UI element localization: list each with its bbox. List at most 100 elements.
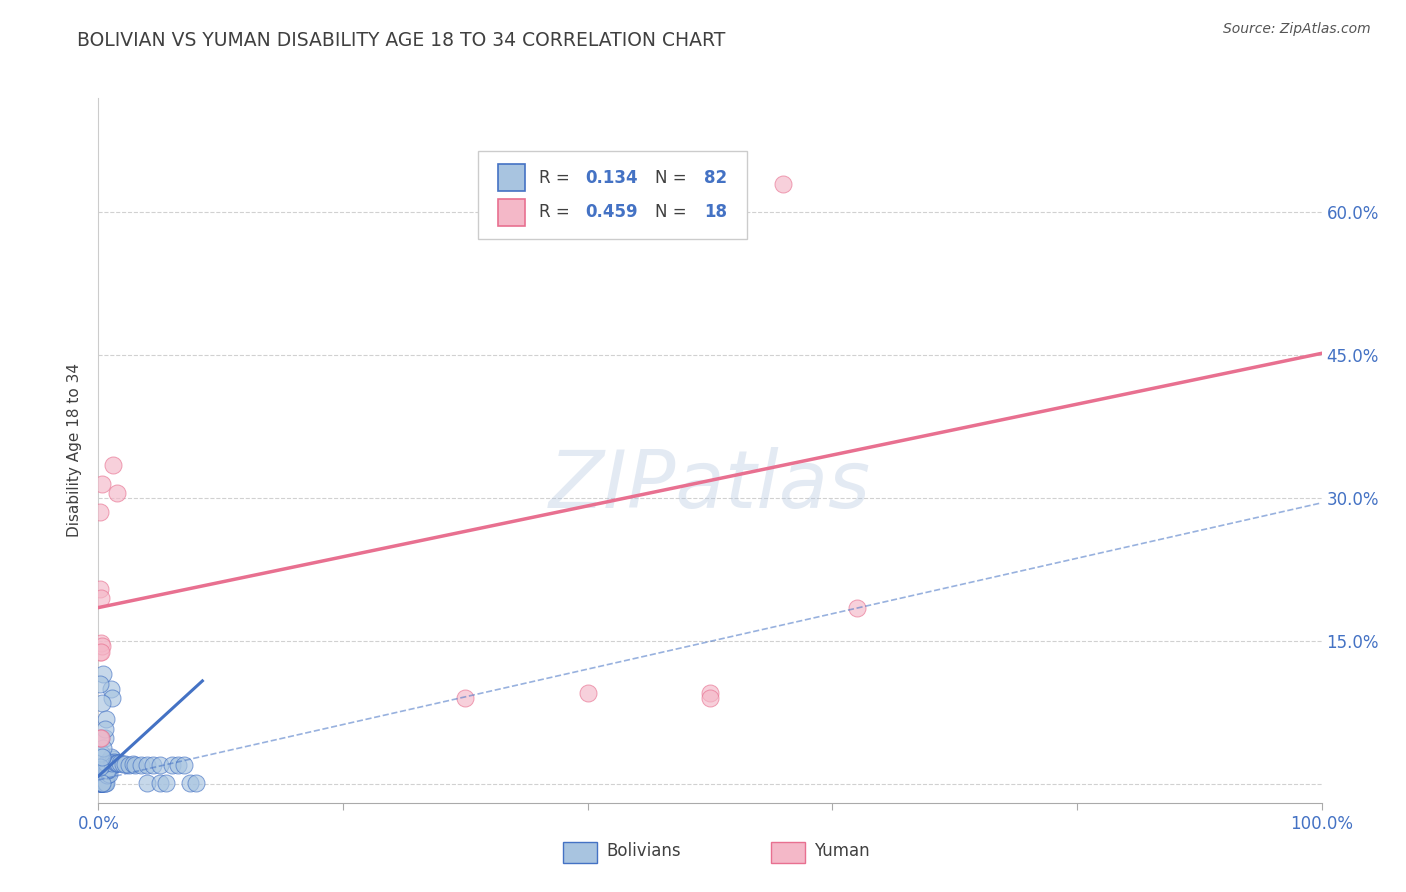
Point	[91, 776, 114, 790]
Point	[89, 776, 111, 790]
Point	[89, 731, 111, 745]
Point	[90, 776, 112, 790]
Point	[93, 731, 115, 745]
Point	[101, 757, 124, 772]
FancyBboxPatch shape	[498, 164, 526, 191]
Point	[91, 750, 114, 764]
Point	[121, 756, 143, 771]
Point	[136, 757, 159, 772]
Point	[167, 757, 190, 772]
Point	[91, 772, 114, 786]
Text: Bolivians: Bolivians	[606, 842, 681, 861]
Point	[89, 773, 111, 788]
Point	[91, 740, 114, 755]
Point	[111, 756, 134, 771]
Point	[89, 775, 111, 789]
Point	[91, 667, 114, 681]
Point	[94, 756, 117, 770]
Point	[91, 768, 114, 782]
Text: 0.459: 0.459	[585, 203, 638, 221]
Point	[160, 757, 183, 772]
Point	[93, 762, 115, 776]
Point	[93, 759, 115, 773]
Point	[97, 754, 120, 768]
Point	[100, 750, 122, 764]
Point	[89, 775, 111, 789]
Point	[89, 582, 111, 596]
Point	[90, 645, 112, 659]
Point	[105, 756, 128, 770]
Point	[90, 776, 112, 790]
Point	[94, 776, 117, 790]
Point	[90, 636, 112, 650]
Point	[89, 772, 111, 787]
Point	[91, 769, 114, 783]
Point	[89, 505, 111, 519]
Point	[129, 757, 152, 772]
Point	[89, 677, 111, 691]
Point	[98, 767, 121, 781]
Text: N =: N =	[655, 169, 692, 186]
Point	[90, 731, 112, 745]
FancyBboxPatch shape	[772, 841, 806, 863]
Point	[91, 696, 114, 710]
FancyBboxPatch shape	[564, 841, 598, 863]
Point	[89, 776, 111, 790]
Point	[136, 776, 159, 790]
Point	[576, 686, 599, 700]
Point	[96, 764, 118, 778]
Point	[699, 691, 721, 706]
Text: Source: ZipAtlas.com: Source: ZipAtlas.com	[1223, 22, 1371, 37]
Point	[97, 759, 120, 773]
Point	[91, 772, 114, 787]
Point	[772, 177, 794, 191]
Point	[101, 458, 124, 472]
FancyBboxPatch shape	[478, 151, 747, 239]
Point	[93, 776, 115, 790]
Point	[114, 756, 136, 771]
Point	[91, 776, 114, 790]
Text: Yuman: Yuman	[814, 842, 870, 861]
Point	[845, 600, 868, 615]
Text: 18: 18	[704, 203, 727, 221]
Point	[105, 486, 128, 500]
Point	[149, 776, 172, 790]
Point	[155, 776, 177, 790]
Point	[186, 776, 208, 790]
Point	[94, 768, 117, 782]
Point	[93, 722, 115, 736]
Point	[91, 639, 114, 653]
Point	[91, 476, 114, 491]
Text: 0.134: 0.134	[585, 169, 638, 186]
Point	[104, 756, 127, 770]
Point	[100, 681, 122, 696]
Point	[93, 776, 115, 790]
Point	[90, 771, 112, 785]
Point	[89, 759, 111, 773]
Point	[179, 776, 201, 790]
Point	[100, 756, 122, 770]
Point	[90, 775, 112, 789]
Point	[118, 757, 141, 772]
Point	[97, 764, 120, 778]
Point	[90, 769, 112, 783]
Point	[89, 645, 111, 659]
Text: ZIPatlas: ZIPatlas	[548, 447, 872, 524]
Text: BOLIVIAN VS YUMAN DISABILITY AGE 18 TO 34 CORRELATION CHART: BOLIVIAN VS YUMAN DISABILITY AGE 18 TO 3…	[77, 31, 725, 50]
Point	[110, 756, 132, 770]
Point	[94, 712, 117, 726]
Point	[91, 776, 114, 790]
Point	[90, 731, 112, 745]
Text: 82: 82	[704, 169, 727, 186]
Point	[91, 776, 114, 790]
Text: N =: N =	[655, 203, 692, 221]
Point	[90, 776, 112, 790]
Point	[89, 776, 111, 790]
Point	[91, 776, 114, 790]
Point	[107, 756, 129, 770]
Point	[101, 752, 124, 766]
Point	[94, 759, 117, 773]
Point	[142, 757, 165, 772]
Point	[124, 757, 146, 772]
Y-axis label: Disability Age 18 to 34: Disability Age 18 to 34	[67, 363, 83, 538]
